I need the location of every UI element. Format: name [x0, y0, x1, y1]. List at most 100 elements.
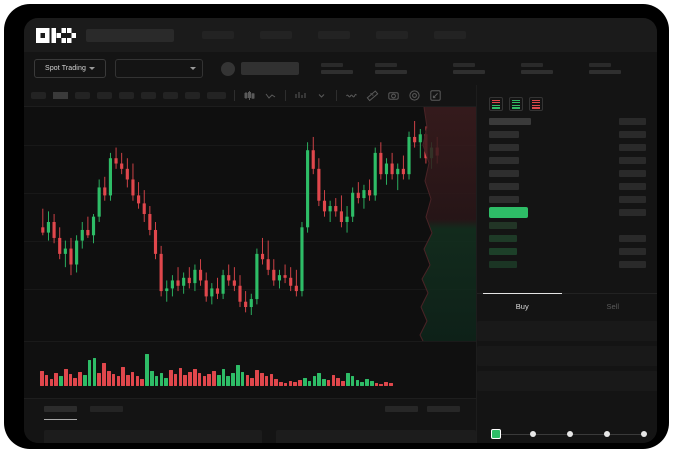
orderbook-row[interactable] — [477, 219, 657, 232]
orderbook-view-asks[interactable] — [529, 97, 543, 111]
top-nav-items — [202, 31, 466, 39]
global-search-input[interactable] — [86, 28, 174, 42]
volume-bar — [360, 381, 364, 386]
volume-bar — [250, 377, 254, 386]
orderbook-row[interactable] — [477, 180, 657, 193]
timeframe-button-5[interactable] — [119, 92, 134, 99]
orderbook-row[interactable] — [477, 141, 657, 154]
sell-tab[interactable]: Sell — [606, 302, 619, 311]
orders-action-1[interactable] — [385, 406, 418, 412]
orderbook-bid-bar — [489, 183, 519, 190]
orderbook-row[interactable] — [477, 258, 657, 271]
settings-circle-icon[interactable] — [408, 89, 421, 102]
buy-tab[interactable]: Buy — [477, 293, 568, 319]
orderbook-row[interactable] — [477, 245, 657, 258]
volume-bar — [259, 373, 264, 386]
stat-value — [375, 70, 407, 74]
timeframe-button-7[interactable] — [163, 92, 178, 99]
nav-item-earn[interactable] — [376, 31, 408, 39]
orderbook-row[interactable] — [477, 128, 657, 141]
timeframe-button-6[interactable] — [141, 92, 156, 99]
top-navigation-bar — [24, 18, 657, 52]
stat-value — [521, 70, 553, 74]
okx-logo[interactable] — [36, 27, 76, 43]
volume-bar — [102, 362, 106, 386]
timeframe-button-3[interactable] — [75, 92, 90, 99]
volume-bar — [207, 374, 211, 386]
volume-bar — [245, 375, 250, 386]
pair-info-bar: Spot Trading — [24, 52, 657, 85]
indicators-icon[interactable] — [294, 89, 307, 102]
fullscreen-icon[interactable] — [429, 89, 442, 102]
orderbook-row[interactable] — [477, 154, 657, 167]
orderbook-bid-bar — [489, 222, 517, 229]
slider-stop-100[interactable] — [641, 431, 647, 437]
volume-bar — [111, 374, 116, 386]
orderbook-row[interactable] — [477, 193, 657, 206]
orders-placeholder-left — [44, 430, 262, 443]
volume-bar — [302, 377, 307, 386]
orderbook-row[interactable] — [477, 232, 657, 245]
pair-selector[interactable] — [115, 59, 203, 78]
volume-bar — [236, 364, 240, 386]
slider-stop-25[interactable] — [530, 431, 536, 437]
timeframe-button-9[interactable] — [207, 92, 226, 99]
ruler-icon[interactable] — [366, 89, 379, 102]
wave-icon[interactable] — [345, 89, 358, 102]
orderbook-bid-bar — [489, 196, 519, 203]
orderbook-row[interactable] — [477, 206, 657, 219]
orderbook-rows[interactable] — [477, 115, 657, 271]
depth-overlay-shape — [418, 107, 476, 341]
orders-action-2[interactable] — [427, 406, 460, 412]
tab-order-history[interactable] — [90, 406, 123, 412]
line-chart-icon[interactable] — [264, 89, 277, 102]
slider-handle[interactable] — [491, 429, 501, 439]
toolbar-divider — [285, 90, 286, 101]
trading-mode-label: Spot Trading — [45, 65, 86, 72]
nav-item-trade[interactable] — [260, 31, 292, 39]
volume-bar — [193, 368, 197, 386]
orderbook-row[interactable] — [477, 115, 657, 128]
tab-open-orders[interactable] — [44, 406, 77, 412]
orderbook-view-bids[interactable] — [509, 97, 523, 111]
timeframe-button-4[interactable] — [97, 92, 112, 99]
timeframe-button-1[interactable] — [31, 92, 46, 99]
volume-panel[interactable] — [24, 341, 476, 398]
stat-label — [375, 63, 397, 67]
volume-bar — [63, 368, 68, 386]
order-amount-field[interactable] — [477, 346, 657, 366]
volume-bar — [87, 360, 92, 386]
market-stats-group-right — [453, 63, 621, 74]
volume-bar — [78, 372, 82, 386]
volume-bar — [336, 377, 341, 386]
camera-icon[interactable] — [387, 89, 400, 102]
orderbook-row[interactable] — [477, 167, 657, 180]
slider-stop-50[interactable] — [567, 431, 573, 437]
nav-item-more[interactable] — [434, 31, 466, 39]
slider-stop-75[interactable] — [604, 431, 610, 437]
order-total-field[interactable] — [477, 371, 657, 391]
volume-bar — [384, 381, 388, 386]
volume-bar — [307, 380, 312, 386]
candlestick-icon[interactable] — [243, 89, 256, 102]
timeframe-button-8[interactable] — [185, 92, 200, 99]
stat-value — [589, 70, 621, 74]
volume-bar — [298, 379, 302, 386]
order-amount-slider[interactable] — [491, 429, 647, 439]
orderbook-view-both[interactable] — [489, 97, 503, 111]
volume-bar — [288, 380, 293, 386]
stat-label — [321, 63, 343, 67]
volume-bar — [140, 378, 144, 386]
nav-item-derivatives[interactable] — [318, 31, 350, 39]
order-price-field[interactable] — [477, 321, 657, 341]
candlestick-chart[interactable] — [24, 107, 476, 341]
chevron-down-icon[interactable] — [315, 89, 328, 102]
orderbook-bid-bar — [489, 248, 517, 255]
trade-side-tabs: Buy Sell — [477, 293, 657, 319]
volume-bar — [269, 374, 274, 386]
volume-bar — [92, 358, 97, 386]
nav-item-markets[interactable] — [202, 31, 234, 39]
trading-mode-select[interactable]: Spot Trading — [34, 59, 106, 78]
timeframe-button-2[interactable] — [53, 92, 68, 99]
